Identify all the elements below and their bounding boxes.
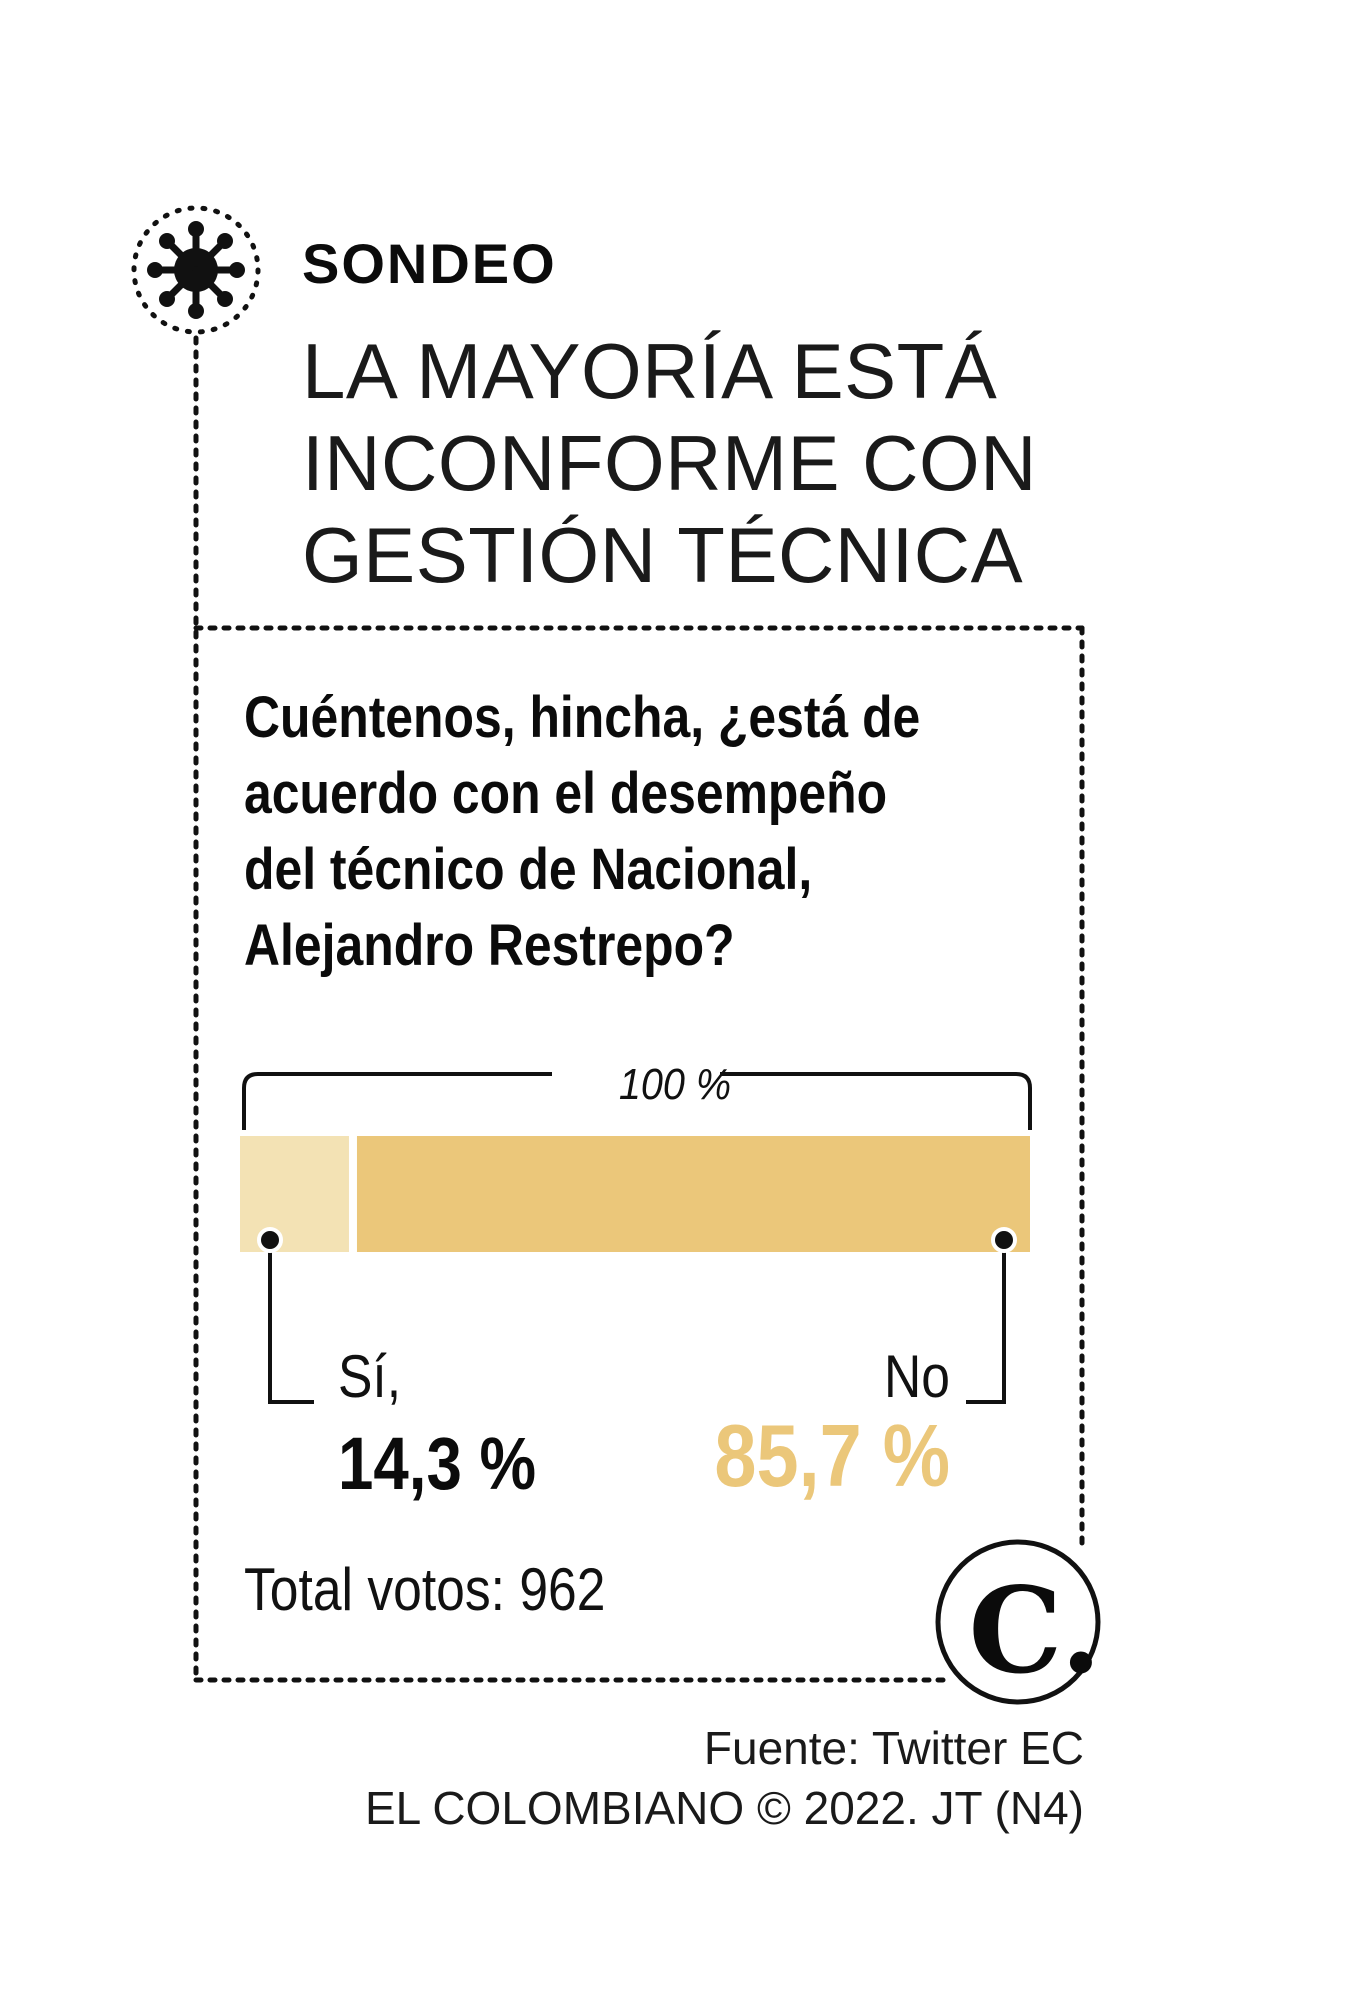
value-label-si: 14,3 % (338, 1422, 537, 1505)
total-votes: Total votos: 962 (244, 1556, 606, 1623)
question-line: del técnico de Nacional, (244, 837, 813, 902)
source-line: Fuente: Twitter EC (703, 1722, 1084, 1774)
headline-line: LA MAYORÍA ESTÁ (302, 327, 998, 415)
question-line: acuerdo con el desempeño (244, 761, 888, 826)
kicker: SONDEO (302, 232, 557, 295)
value-label-no: 85,7 % (714, 1406, 950, 1505)
bar-segment-si (240, 1136, 349, 1252)
headline-line: GESTIÓN TÉCNICA (302, 511, 1024, 599)
total-bracket (242, 1072, 1032, 1130)
source-credit: Fuente: Twitter EC EL COLOMBIANO © 2022.… (250, 1718, 1084, 1838)
category-label-si: Sí, (338, 1343, 402, 1410)
logo-circle (935, 1539, 1101, 1705)
headline: LA MAYORÍA ESTÁ INCONFORME CON GESTIÓN T… (302, 325, 1202, 601)
stacked-bar (240, 1136, 1031, 1252)
marker-no (991, 1227, 1017, 1253)
total-percent-label: 100 % (618, 1060, 732, 1109)
question-line: Cuéntenos, hincha, ¿está de (244, 685, 921, 750)
question-line: Alejandro Restrepo? (244, 913, 735, 978)
logo-letter: C. (968, 1561, 1102, 1700)
bar-segment-no (356, 1136, 1031, 1252)
marker-si (257, 1227, 283, 1253)
source-line: EL COLOMBIANO © 2022. JT (N4) (365, 1782, 1084, 1834)
headline-line: INCONFORME CON (302, 419, 1037, 507)
dotted-frame (193, 335, 1085, 1683)
poll-question: Cuéntenos, hincha, ¿está de acuerdo con … (244, 680, 1018, 984)
category-label-no: No (884, 1343, 950, 1410)
leader-lines (257, 1227, 1017, 1404)
virus-icon (131, 205, 261, 335)
